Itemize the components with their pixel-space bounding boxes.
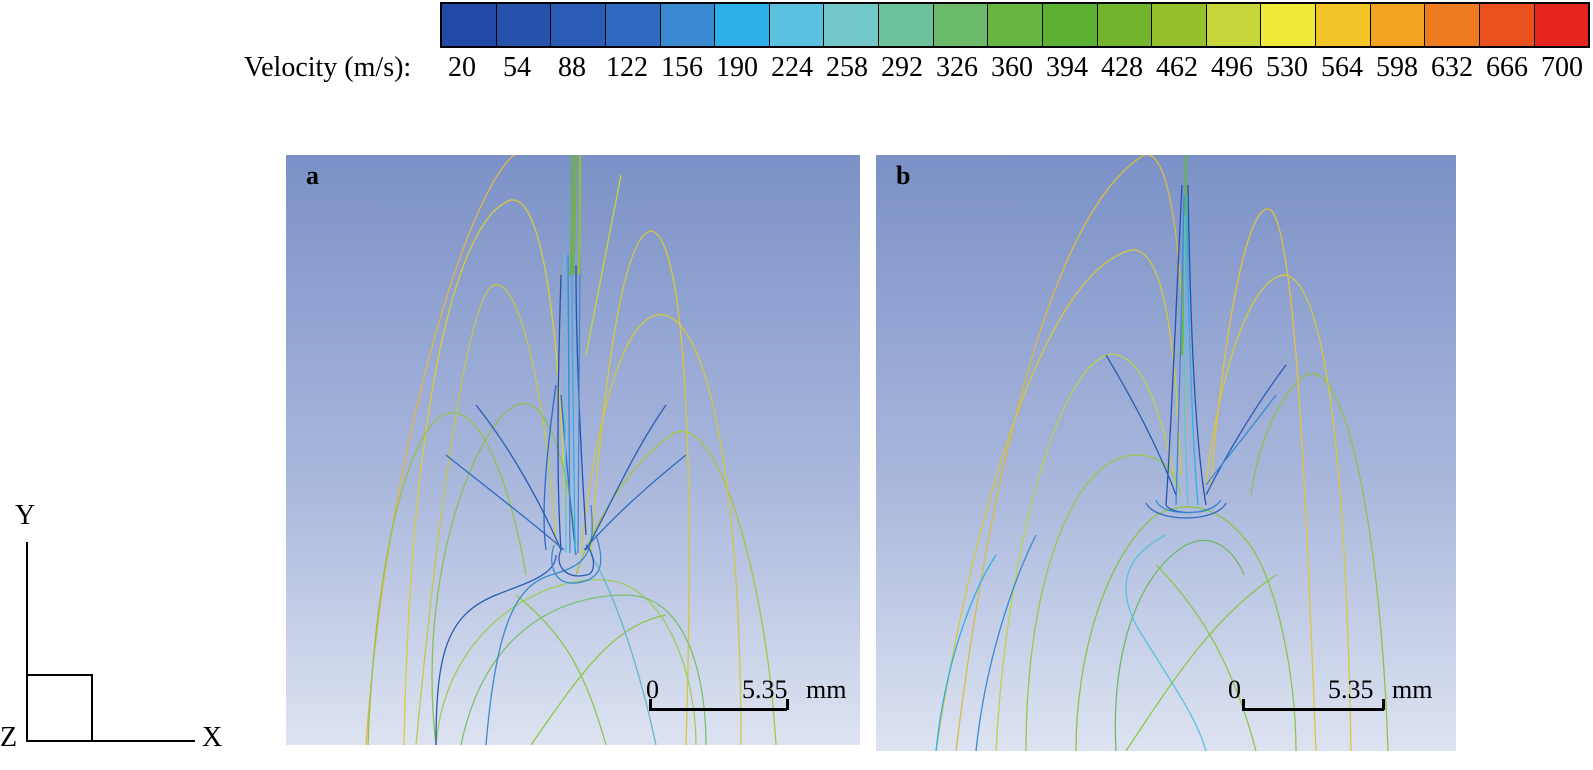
colorbar-swatch [496,4,552,46]
colorbar-swatch [1534,4,1589,46]
colorbar-swatch [1479,4,1535,46]
colorbar-tick-label: 496 [1211,52,1253,83]
scale-unit: mm [806,675,847,704]
colorbar-tick-label: 122 [606,52,648,83]
colorbar-tick-label: 428 [1101,52,1143,83]
colorbar-swatch [824,4,879,46]
colorbar-swatch [988,4,1043,46]
colorbar-swatch [1261,4,1316,46]
colorbar-tick-label: 462 [1156,52,1198,83]
panel-a: a 0 5.35 mm [286,155,860,745]
colorbar-tick-label: 564 [1321,52,1363,83]
colorbar-swatch [1206,4,1262,46]
scale-tick-right [786,699,789,710]
colorbar-tick-label: 632 [1431,52,1473,83]
scale-line [649,708,787,711]
colorbar-tick-label: 258 [826,52,868,83]
colorbar-tick-label: 394 [1046,52,1088,83]
colorbar-tick-label: 360 [991,52,1033,83]
colorbar-title: Velocity (m/s): [244,52,412,83]
colorbar-tick-label: 598 [1376,52,1418,83]
scale-tick-left [1242,699,1245,710]
scale-tick-right [1382,699,1385,710]
colorbar-swatch [715,4,770,46]
axis-x-label: X [202,722,223,753]
scale-end: 5.35 [742,675,788,704]
panel-label: a [306,161,319,190]
colorbar-tick-label: 190 [716,52,758,83]
colorbar-tick-label: 666 [1486,52,1528,83]
colorbar-tick-label: 326 [936,52,978,83]
scale-tick-left [649,699,652,710]
axis-y-label: Y [15,500,36,531]
scale-end: 5.35 [1328,675,1374,704]
streamline-plot-a [286,155,860,745]
colorbar-swatch [1316,4,1371,46]
axis-z-label: Z [0,722,18,753]
colorbar-tick-label: 88 [558,52,586,83]
scale-line [1242,708,1384,711]
colorbar-tick-label: 292 [881,52,923,83]
colorbar-swatch [1097,4,1153,46]
coordinate-axes: Y X Z [0,500,240,770]
colorbar-swatch [879,4,934,46]
colorbar-tick-label: 700 [1541,52,1583,83]
scale-bar: 0 5.35 mm [646,675,856,715]
scale-start: 0 [1228,675,1241,704]
colorbar-swatch [551,4,606,46]
scale-unit: mm [1392,675,1433,704]
axes-lines [26,542,195,742]
panel-label: b [896,161,911,190]
colorbar-tick-label: 530 [1266,52,1308,83]
colorbar-swatch [933,4,989,46]
colorbar-swatch [1425,4,1480,46]
colorbar-tick-label: 156 [661,52,703,83]
colorbar-tick-label: 54 [503,52,531,83]
scale-start: 0 [646,675,659,704]
velocity-colorbar [440,2,1590,48]
colorbar-swatch [660,4,716,46]
colorbar-swatch [769,4,825,46]
colorbar-tick-label: 20 [448,52,476,83]
streamline-plot-b [876,155,1456,751]
colorbar-swatch [1152,4,1207,46]
colorbar-swatch [1042,4,1098,46]
colorbar-tick-label: 224 [771,52,813,83]
panel-b: b 0 5.35 mm [876,155,1456,751]
scale-bar: 0 5.35 mm [1228,675,1448,715]
colorbar-swatch [1370,4,1426,46]
colorbar-swatch [442,4,497,46]
colorbar-swatch [605,4,661,46]
